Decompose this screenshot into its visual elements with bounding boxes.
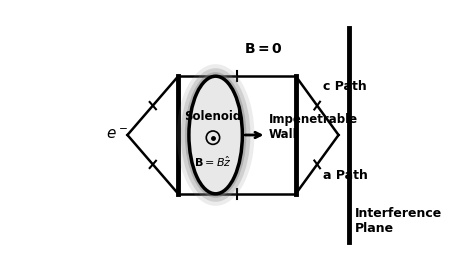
Ellipse shape: [185, 72, 246, 198]
Text: $\mathbf{B} = B\hat{z}$: $\mathbf{B} = B\hat{z}$: [194, 154, 232, 169]
Text: Impenetrable
Wall: Impenetrable Wall: [269, 113, 358, 141]
Ellipse shape: [189, 76, 242, 194]
Text: Solenoid: Solenoid: [184, 110, 242, 123]
Text: c Path: c Path: [322, 80, 366, 93]
Ellipse shape: [177, 64, 255, 206]
Text: $\mathbf{B = 0}$: $\mathbf{B = 0}$: [245, 42, 283, 56]
Text: a Path: a Path: [322, 168, 367, 182]
Text: Interference
Plane: Interference Plane: [355, 207, 442, 235]
Ellipse shape: [181, 68, 250, 202]
Text: $e^-$: $e^-$: [106, 127, 128, 143]
